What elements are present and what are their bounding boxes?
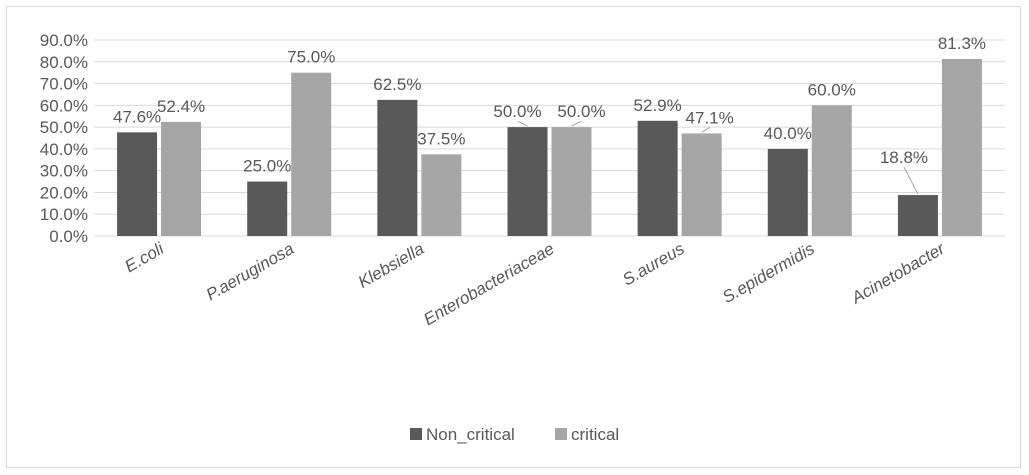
- legend: Non_critical critical: [410, 425, 619, 444]
- bar-non-critical: [767, 148, 808, 236]
- y-tick-label: 50.0%: [40, 118, 88, 137]
- x-category-label: E.coli: [122, 238, 169, 276]
- bar-non-critical: [117, 132, 158, 236]
- bar-non-critical: [377, 99, 418, 236]
- data-labels: 47.6%52.4% 25.0% 75.0% 62.5% 37.5% 50.0% 50.0%…: [113, 34, 986, 195]
- bar-critical: [941, 58, 982, 236]
- y-axis-tick-labels: 0.0% 10.0% 20.0% 30.0% 40.0% 50.0% 60.0% 70.0% 8…: [40, 31, 88, 246]
- y-tick-label: 60.0%: [40, 96, 88, 115]
- x-category-label: Enterobacteriaceae: [420, 239, 557, 329]
- legend-swatch-critical: [555, 428, 567, 440]
- y-tick-label: 90.0%: [40, 31, 88, 50]
- bar-non-critical: [637, 120, 678, 236]
- data-label: 47.6%: [113, 107, 161, 126]
- bar-critical: [551, 127, 592, 236]
- y-tick-label: 20.0%: [40, 183, 88, 202]
- bar-critical: [421, 154, 462, 236]
- x-axis-category-labels: E.coli P.aeruginosa KlebsiellaEnterobacter…: [122, 238, 950, 329]
- bar-non-critical: [507, 127, 548, 236]
- bar-critical: [161, 121, 202, 236]
- y-tick-label: 30.0%: [40, 162, 88, 181]
- bar-critical: [681, 133, 722, 236]
- data-label: 40.0%: [764, 124, 812, 143]
- x-category-label: P.aeruginosa: [203, 239, 297, 304]
- x-category-label: S.epidermidis: [719, 239, 818, 307]
- data-label: 25.0%: [243, 157, 291, 176]
- x-category-label: S.aureus: [619, 239, 688, 290]
- data-label: 75.0%: [287, 48, 335, 67]
- data-label: 18.8%: [880, 148, 928, 167]
- y-tick-label: 40.0%: [40, 140, 88, 159]
- data-label-leader-line: [903, 166, 919, 195]
- gridlines: [94, 39, 1005, 237]
- data-label: 81.3%: [938, 34, 986, 53]
- y-tick-label: 70.0%: [40, 75, 88, 94]
- data-label-leader-line: [701, 127, 710, 133]
- legend-label-critical: critical: [571, 425, 619, 444]
- data-label: 60.0%: [808, 80, 856, 99]
- x-category-label: Acinetobacter: [848, 238, 950, 308]
- data-label: 37.5%: [417, 129, 465, 148]
- bar-non-critical: [897, 195, 938, 236]
- y-tick-label: 0.0%: [49, 227, 88, 246]
- bar-critical: [291, 72, 332, 237]
- bar-critical: [811, 105, 852, 236]
- bar-non-critical: [247, 181, 288, 236]
- data-label: 52.9%: [634, 96, 682, 115]
- legend-label-non-critical: Non_critical: [426, 425, 515, 444]
- bars: [117, 58, 982, 237]
- data-label: 50.0%: [493, 102, 541, 121]
- y-tick-label: 10.0%: [40, 205, 88, 224]
- data-label-leader-line: [571, 120, 582, 127]
- chart-frame: [6, 6, 1021, 468]
- data-label: 50.0%: [557, 102, 605, 121]
- legend-swatch-non-critical: [410, 428, 422, 440]
- data-label: 52.4%: [157, 97, 205, 116]
- data-label: 62.5%: [373, 75, 421, 94]
- data-label: 47.1%: [686, 108, 734, 127]
- data-label-leader-line: [517, 120, 528, 127]
- x-category-label: Klebsiella: [355, 239, 428, 292]
- y-tick-label: 80.0%: [40, 53, 88, 72]
